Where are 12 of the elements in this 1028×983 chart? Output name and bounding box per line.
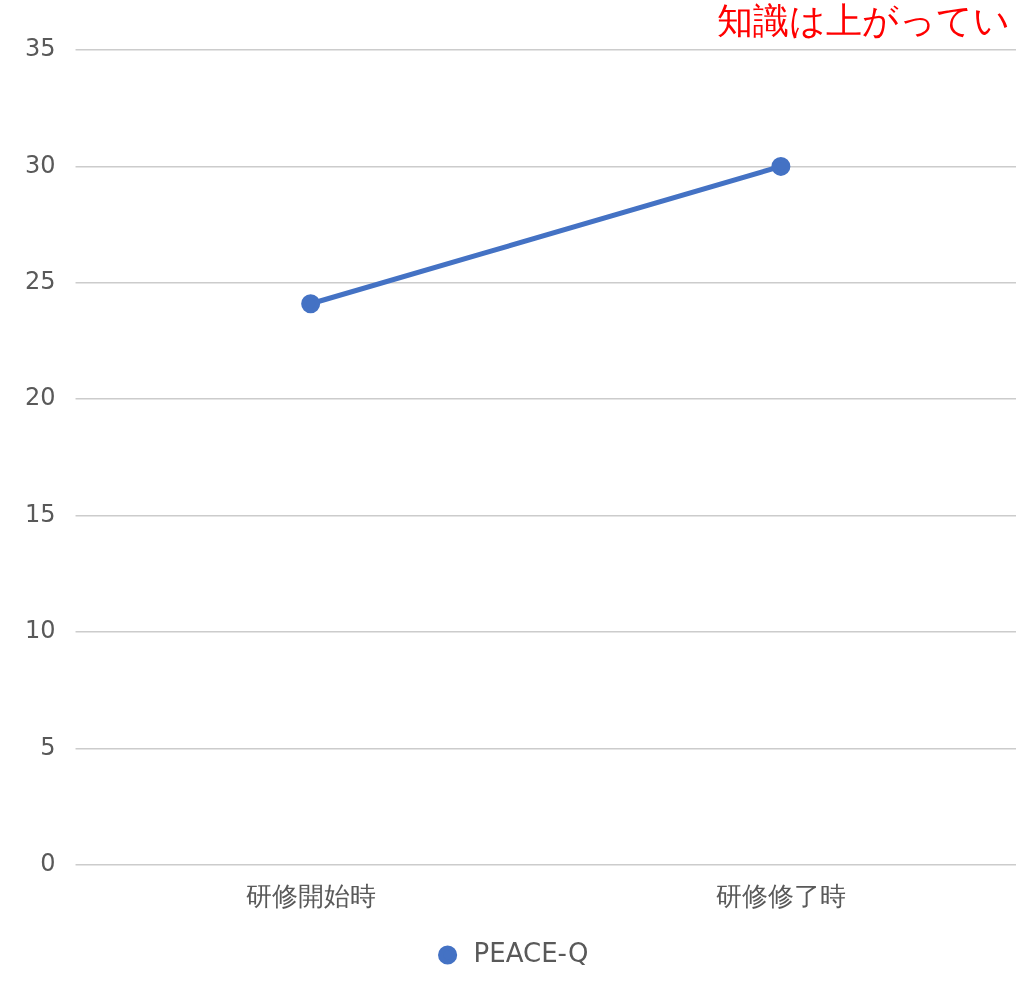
y-tick-label: 25 — [24, 267, 56, 296]
y-tick-label: 20 — [24, 383, 56, 412]
text: 知識は上がってい — [717, 0, 1010, 42]
y-tick-label: 15 — [24, 499, 56, 528]
y-tick-label: 0 — [40, 849, 56, 878]
x-tick-label: 研修修了時 — [715, 881, 846, 912]
y-tick-label: 35 — [24, 34, 56, 63]
y-tick-label: 5 — [40, 732, 56, 761]
y-tick-label: 30 — [24, 150, 56, 179]
legend-label: PEACE-Q — [473, 937, 589, 968]
y-tick-label: 10 — [24, 616, 56, 645]
x-tick-label: 研修開始時 — [245, 881, 376, 912]
